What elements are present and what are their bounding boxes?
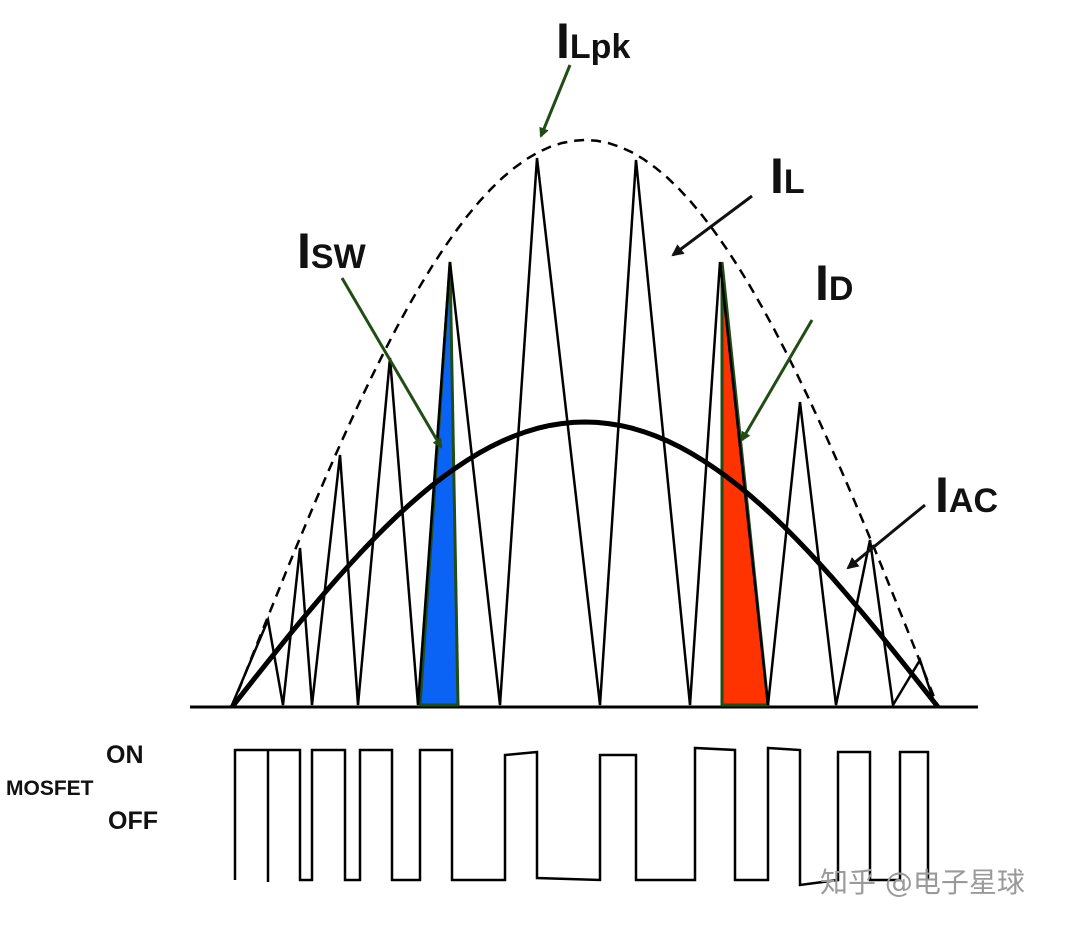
mosfet-signal [233, 746, 930, 887]
arrow [740, 319, 814, 442]
peak-envelope [230, 138, 940, 708]
label-id: ID [815, 255, 853, 311]
label-sub: Lpk [570, 28, 631, 66]
watermark: 知乎 @电子星球 [820, 866, 1025, 899]
label-sub: SW [311, 238, 367, 276]
inductor-current [230, 157, 937, 709]
label-il: IL [770, 148, 805, 204]
label-ilpk: ILpk [556, 13, 630, 69]
arrow [671, 194, 753, 257]
label-sub: L [784, 163, 805, 201]
off-label: OFF [108, 807, 158, 835]
ac-current [230, 419, 940, 709]
arrow [340, 277, 443, 449]
label-letter: I [556, 13, 570, 69]
mosfet-label: MOSFET [6, 777, 94, 800]
label-sub: AC [949, 482, 998, 520]
label-letter: I [935, 467, 949, 523]
on-label: ON [106, 741, 144, 769]
label-letter: I [815, 255, 829, 311]
label-letter: I [297, 223, 311, 279]
label-isw: ISW [297, 223, 367, 279]
arrow [846, 503, 926, 570]
switch-current-area [418, 261, 460, 707]
label-sub: D [829, 270, 854, 308]
label-iac: IAC [935, 467, 998, 523]
label-letter: I [770, 148, 784, 204]
arrow [539, 64, 572, 138]
